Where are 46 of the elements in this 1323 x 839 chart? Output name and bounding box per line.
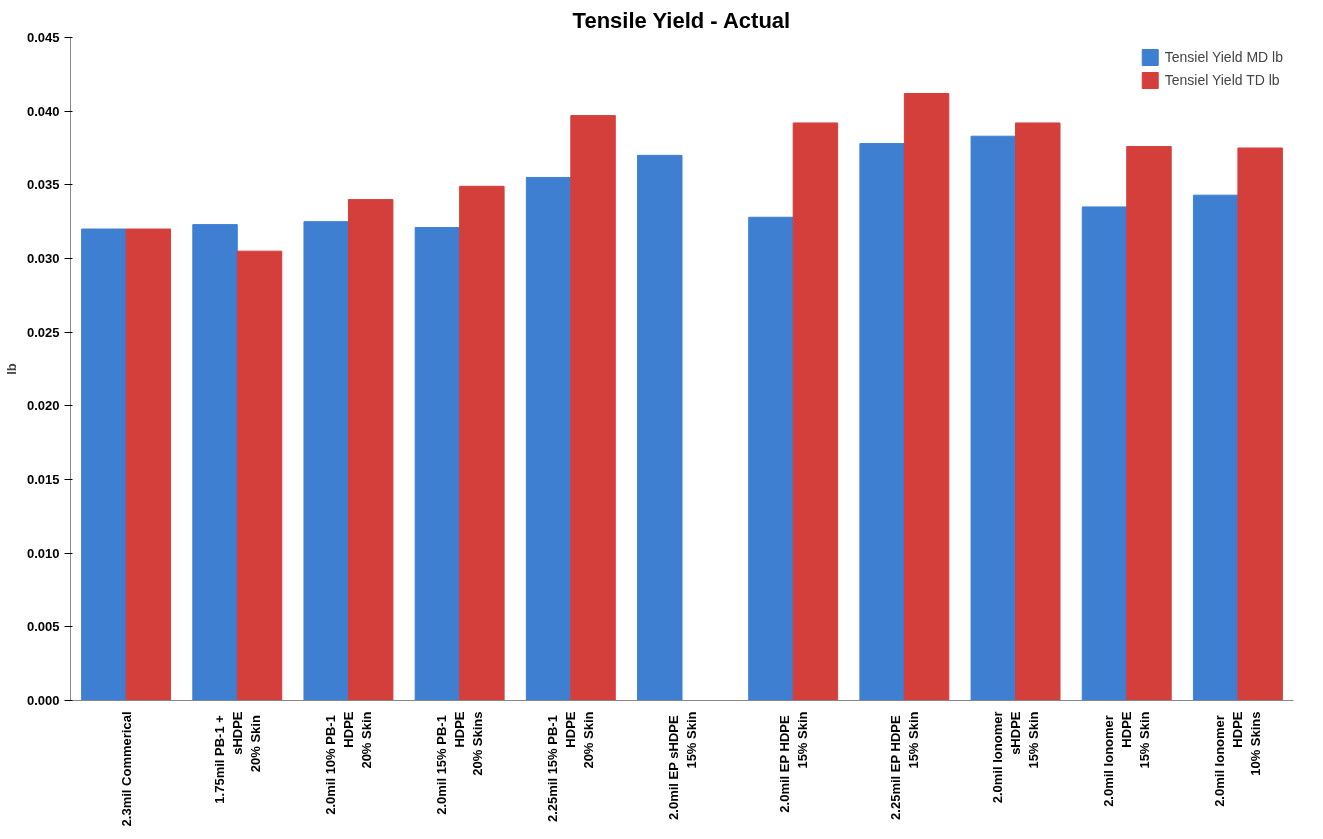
bar xyxy=(970,135,1017,701)
x-tick-label: 2.3mil Commerical xyxy=(118,711,134,827)
bar xyxy=(1237,147,1283,701)
bar xyxy=(459,185,505,701)
legend-label: Tensiel Yield MD lb xyxy=(1164,49,1283,65)
bar xyxy=(303,221,349,701)
bar xyxy=(81,228,127,701)
bar xyxy=(570,115,616,701)
x-tick-label: 2.0mil Ionomer sHDPE 15% Skin xyxy=(990,711,1042,804)
bar xyxy=(1015,122,1061,701)
legend-label: Tensiel Yield TD lb xyxy=(1164,72,1280,88)
bar xyxy=(192,224,238,701)
bar xyxy=(1192,194,1239,701)
bar xyxy=(525,176,572,701)
bar xyxy=(236,250,283,701)
bar xyxy=(347,199,394,701)
y-tick-label: 0.045 xyxy=(26,30,60,45)
y-tick-label: 0.025 xyxy=(26,324,60,340)
bar xyxy=(1126,146,1172,701)
y-tick-label: 0.000 xyxy=(26,693,60,708)
x-tick-label: 2.0mil 15% PB-1 HDPE 20% Skins xyxy=(434,711,486,815)
bar xyxy=(903,92,950,701)
x-tick-label: 2.0mil 10% PB-1 HDPE 20% Skin xyxy=(322,711,374,815)
y-tick-label: 0.040 xyxy=(26,103,60,119)
y-tick-label: 0.035 xyxy=(26,177,60,193)
x-tick-label: 2.0mil Ionomer HDPE 10% Skins xyxy=(1212,711,1264,807)
y-axis-title: lb xyxy=(3,363,19,375)
y-tick-label: 0.010 xyxy=(26,545,60,561)
bar xyxy=(637,154,683,701)
y-tick-label: 0.020 xyxy=(26,398,60,414)
x-tick-label: 2.0mil EP sHDPE 15% Skin xyxy=(665,711,699,820)
y-tick-label: 0.030 xyxy=(26,251,60,266)
bar xyxy=(859,143,905,701)
bar xyxy=(748,216,794,701)
y-tick-label: 0.015 xyxy=(26,472,60,487)
bar xyxy=(414,227,461,701)
y-tick-label: 0.005 xyxy=(26,619,60,635)
x-tick-label: 2.25mil EP HDPE 15% Skin xyxy=(887,711,921,820)
x-tick-label: 1.75mil PB-1 + sHDPE 20% Skin xyxy=(211,711,263,804)
x-tick-label: 2.0mil Ionomer HDPE 15% Skin xyxy=(1101,711,1153,807)
bar xyxy=(792,122,839,701)
bar xyxy=(125,228,172,701)
chart-title: Tensile Yield - Actual xyxy=(572,7,791,33)
x-tick-label: 2.25mil 15% PB-1 HDPE 20% Skin xyxy=(545,711,597,823)
x-tick-label: 2.0mil EP HDPE 15% Skin xyxy=(776,711,810,813)
bar xyxy=(1081,206,1128,701)
